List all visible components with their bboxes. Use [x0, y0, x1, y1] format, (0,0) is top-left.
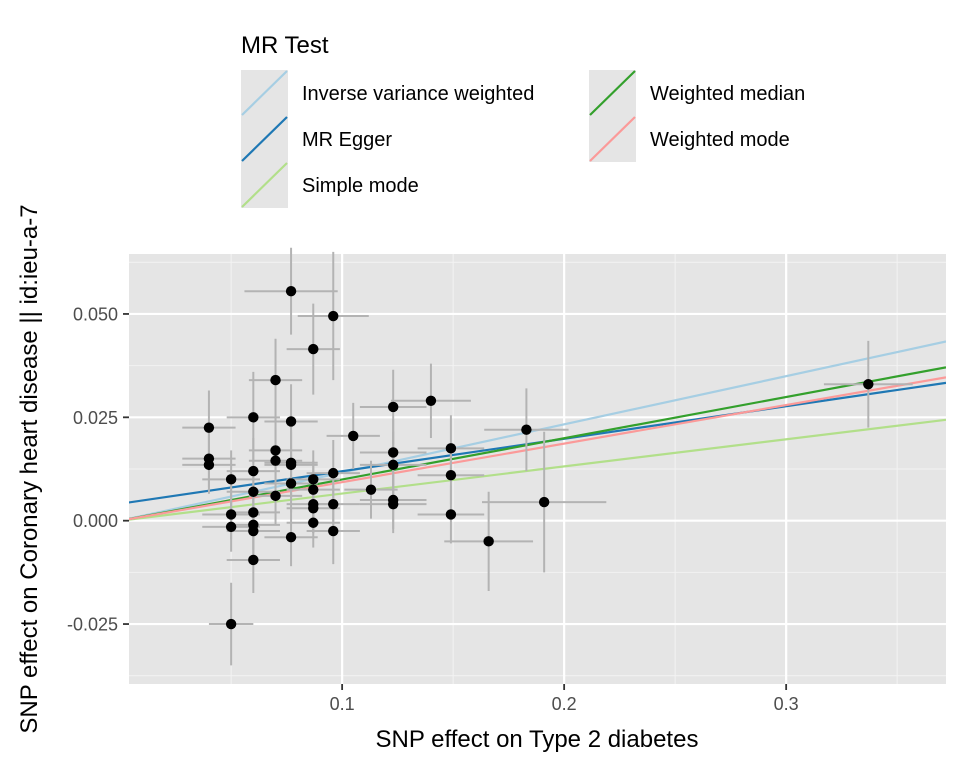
data-point — [328, 525, 339, 537]
data-point — [308, 517, 319, 528]
data-point — [248, 412, 259, 423]
data-point — [248, 525, 259, 537]
data-point — [225, 521, 237, 533]
legend-swatch-mr-egger — [241, 116, 288, 162]
legend-label-weighted-median: Weighted median — [650, 83, 805, 105]
data-point — [285, 478, 297, 489]
data-point — [248, 465, 259, 477]
data-point — [248, 507, 259, 518]
data-point — [387, 447, 399, 458]
data-point — [248, 554, 259, 566]
legend-label-weighted-mode: Weighted mode — [650, 129, 790, 151]
line-simple-mode — [129, 418, 946, 521]
legend-label-inverse-variance-weighted: Inverse variance weighted — [302, 83, 534, 105]
data-point — [225, 474, 237, 485]
data-point — [348, 430, 359, 442]
data-point — [387, 401, 399, 413]
legend-swatch-inverse-variance-weighted — [241, 70, 288, 116]
data-point — [285, 532, 297, 543]
data-point — [863, 379, 874, 390]
data-point — [425, 395, 437, 406]
data-point — [328, 467, 339, 479]
data-point — [538, 496, 550, 508]
data-point — [270, 374, 281, 386]
legend-title: MR Test — [241, 32, 329, 59]
data-point — [308, 503, 319, 514]
y-tick-label: 0.000 — [73, 511, 118, 531]
x-tick-label: 0.3 — [774, 694, 799, 714]
data-point — [308, 343, 319, 355]
x-axis-title: SNP effect on Type 2 diabetes — [376, 726, 699, 753]
legend-label-mr-egger: MR Egger — [302, 129, 392, 151]
x-axis: 0.1 0.2 0.3 — [330, 684, 799, 714]
data-point — [285, 286, 297, 297]
data-point — [203, 459, 215, 471]
data-point — [387, 459, 399, 471]
data-point — [225, 509, 237, 520]
data-point — [328, 310, 339, 322]
legend-label-simple-mode: Simple mode — [302, 175, 419, 197]
data-point — [365, 484, 377, 495]
data-point — [387, 498, 399, 510]
y-tick-label: 0.050 — [73, 304, 118, 324]
data-point — [203, 422, 215, 433]
y-axis-title: SNP effect on Coronary heart disease || … — [16, 204, 43, 733]
data-point — [445, 470, 457, 481]
y-tick-label: -0.025 — [67, 615, 118, 635]
legend-swatch-weighted-median — [589, 70, 636, 116]
data-point — [270, 455, 281, 466]
legend-swatch-weighted-mode — [589, 116, 636, 162]
data-points — [203, 286, 874, 630]
data-point — [270, 445, 281, 456]
data-point — [270, 490, 281, 502]
x-tick-label: 0.1 — [330, 694, 355, 714]
y-tick-label: 0.025 — [73, 408, 118, 428]
data-point — [225, 618, 237, 630]
y-axis: -0.025 0.000 0.025 0.050 — [67, 304, 129, 635]
data-point — [308, 474, 319, 485]
data-point — [308, 484, 319, 495]
data-point — [328, 498, 339, 510]
x-tick-label: 0.2 — [552, 694, 577, 714]
data-point — [285, 416, 297, 427]
data-point — [445, 509, 457, 520]
data-point — [445, 443, 457, 454]
legend: MR Test Inverse variance weighted MR Egge… — [241, 32, 805, 208]
data-point — [248, 486, 259, 497]
data-point — [483, 536, 494, 547]
legend-swatch-simple-mode — [241, 162, 288, 208]
data-point — [521, 424, 532, 435]
data-point — [285, 459, 297, 471]
